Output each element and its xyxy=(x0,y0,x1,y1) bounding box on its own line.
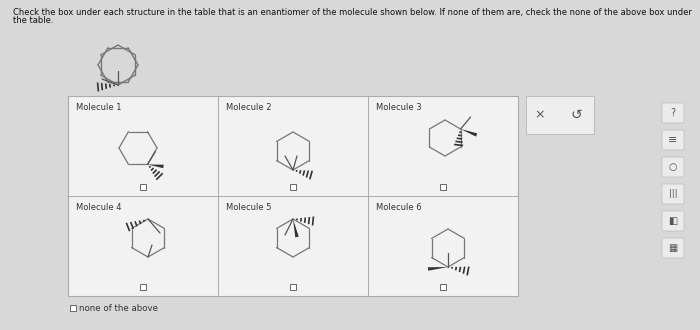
Text: Molecule 3: Molecule 3 xyxy=(376,103,421,112)
Text: ▦: ▦ xyxy=(668,243,678,253)
Text: ×: × xyxy=(535,109,545,121)
Text: Molecule 2: Molecule 2 xyxy=(226,103,272,112)
Text: Check the box under each structure in the table that is an enantiomer of the mol: Check the box under each structure in th… xyxy=(13,8,692,17)
Bar xyxy=(70,305,76,311)
Text: ↺: ↺ xyxy=(570,108,582,122)
Text: ≡: ≡ xyxy=(668,135,678,145)
Polygon shape xyxy=(293,219,299,237)
FancyBboxPatch shape xyxy=(662,238,684,258)
Bar xyxy=(440,284,446,290)
Text: Molecule 6: Molecule 6 xyxy=(376,203,421,212)
Text: none of the above: none of the above xyxy=(79,304,158,313)
FancyBboxPatch shape xyxy=(526,96,594,134)
Text: the table.: the table. xyxy=(13,16,53,25)
Bar xyxy=(68,96,518,296)
Text: ○: ○ xyxy=(668,162,678,172)
Polygon shape xyxy=(148,164,164,168)
Text: Molecule 5: Molecule 5 xyxy=(226,203,272,212)
FancyBboxPatch shape xyxy=(662,184,684,204)
FancyBboxPatch shape xyxy=(662,103,684,123)
Text: ?: ? xyxy=(671,108,676,118)
Text: Molecule 1: Molecule 1 xyxy=(76,103,122,112)
Bar xyxy=(290,284,296,290)
Bar xyxy=(290,184,296,190)
Text: ◧: ◧ xyxy=(668,216,678,226)
FancyBboxPatch shape xyxy=(662,157,684,177)
FancyBboxPatch shape xyxy=(662,211,684,231)
Text: Molecule 4: Molecule 4 xyxy=(76,203,122,212)
Bar xyxy=(140,184,146,190)
Bar xyxy=(140,284,146,290)
Bar xyxy=(440,184,446,190)
Polygon shape xyxy=(428,267,448,271)
Polygon shape xyxy=(461,129,477,137)
FancyBboxPatch shape xyxy=(662,130,684,150)
Text: |||: ||| xyxy=(668,189,678,199)
